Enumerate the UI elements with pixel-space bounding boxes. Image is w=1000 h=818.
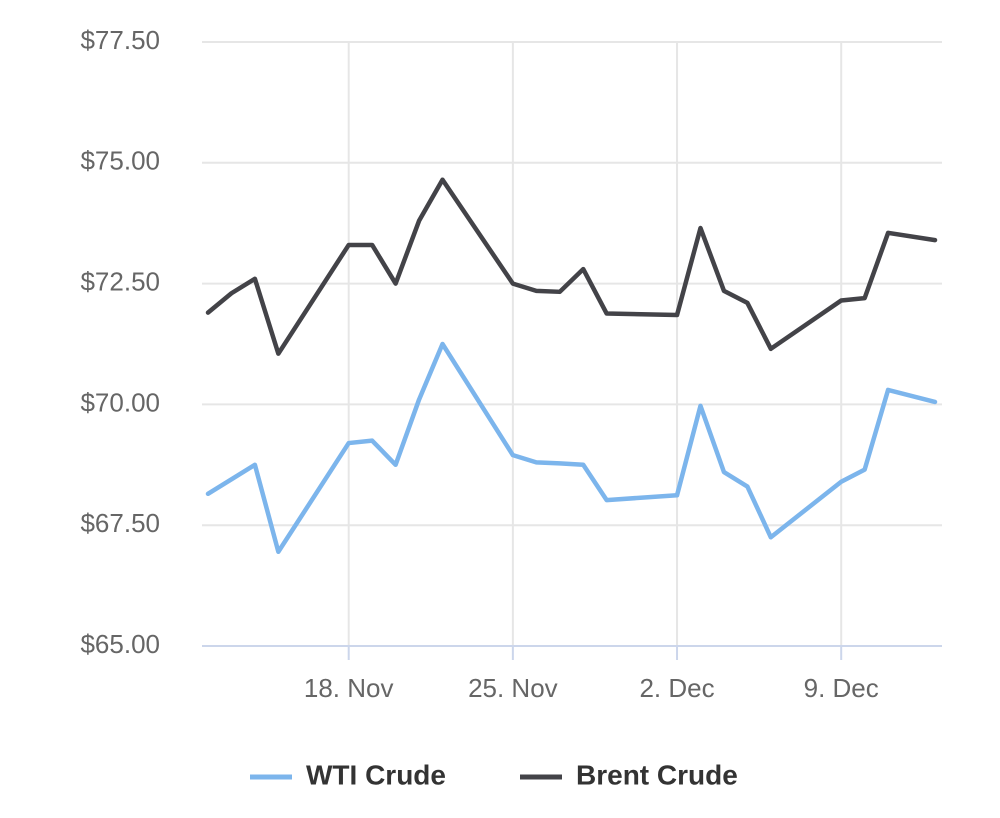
series-line: [205, 177, 938, 356]
legend-item[interactable]: WTI Crude: [250, 759, 446, 790]
legend-label: Brent Crude: [576, 759, 738, 790]
x-tick-label: 9. Dec: [804, 673, 879, 703]
y-tick-label: $70.00: [80, 387, 160, 417]
legend-item[interactable]: Brent Crude: [520, 759, 738, 790]
y-tick-label: $72.50: [80, 266, 160, 296]
series-line: [205, 341, 938, 555]
x-tick-label: 18. Nov: [304, 673, 394, 703]
legend-label: WTI Crude: [306, 759, 446, 790]
y-tick-label: $67.50: [80, 508, 160, 538]
y-tick-label: $77.50: [80, 25, 160, 55]
x-tick-label: 25. Nov: [468, 673, 558, 703]
y-tick-label: $65.00: [80, 629, 160, 659]
x-tick-label: 2. Dec: [639, 673, 714, 703]
y-tick-label: $75.00: [80, 146, 160, 176]
